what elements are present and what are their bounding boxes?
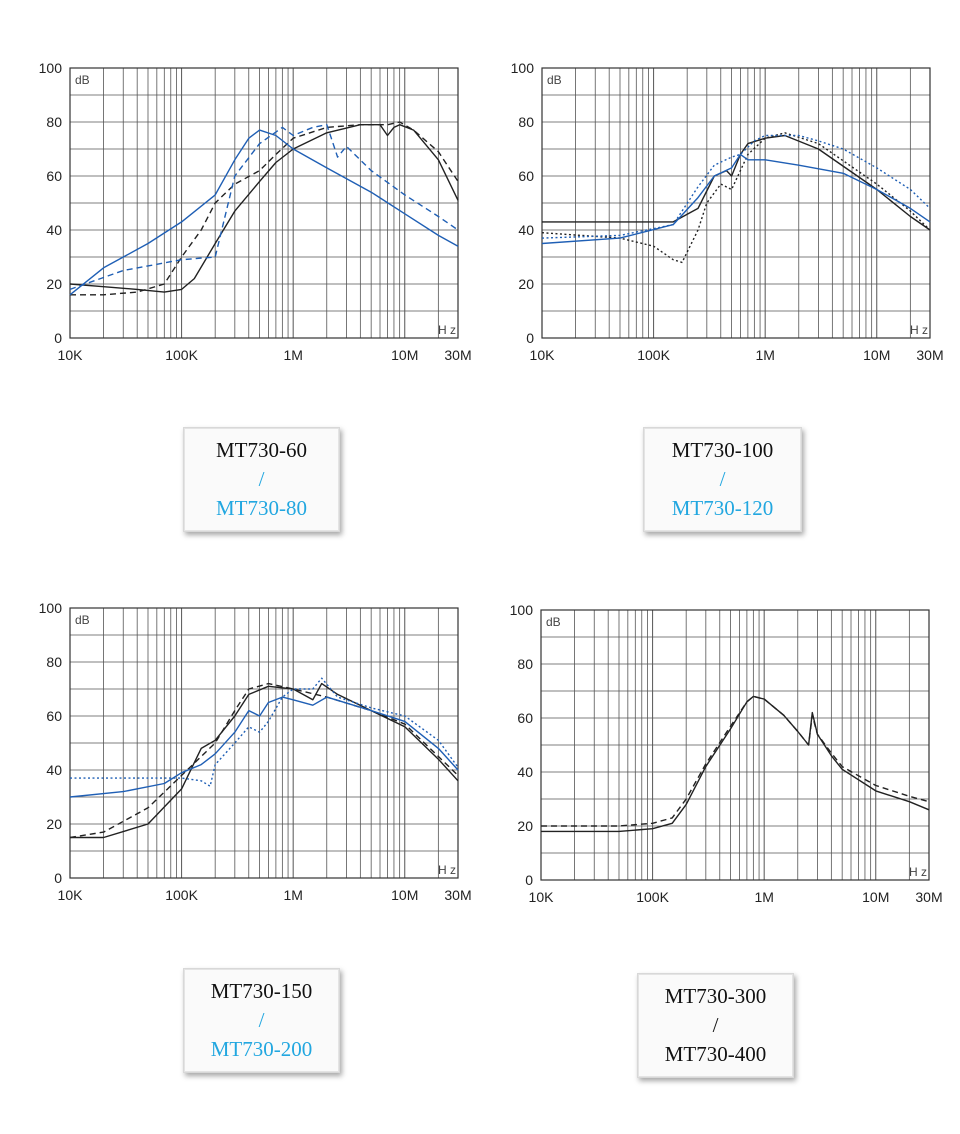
- x-unit-label: H z: [438, 323, 456, 337]
- y-tick-label: 100: [511, 60, 535, 76]
- y-tick-label: 80: [46, 114, 62, 130]
- model-name-top: MT730-300: [664, 984, 767, 1008]
- x-tick-label: 30M: [915, 889, 942, 905]
- series-line-blue-solid: [69, 696, 459, 798]
- y-tick-label: 0: [54, 330, 62, 346]
- x-tick-label: 30M: [916, 347, 943, 363]
- series-line-blue-solid: [541, 153, 931, 245]
- y-tick-label: 0: [526, 330, 534, 346]
- y-tick-label: 60: [518, 168, 534, 184]
- series-line-black-dash: [69, 682, 459, 839]
- y-tick-label: 100: [510, 602, 534, 618]
- x-tick-label: 10K: [530, 347, 556, 363]
- model-name-bottom: MT730-120: [671, 496, 774, 520]
- x-unit-label: H z: [438, 863, 456, 877]
- model-separator: /: [712, 1013, 719, 1037]
- y-unit-label: dB: [547, 73, 562, 87]
- plot-frame: [541, 67, 931, 339]
- x-tick-label: 1M: [283, 887, 302, 903]
- model-label-1: MT730-60 / MT730-80: [183, 427, 340, 532]
- model-name-bottom: MT730-400: [664, 1042, 767, 1066]
- x-tick-label: 10K: [529, 889, 555, 905]
- x-tick-label: 100K: [636, 889, 669, 905]
- y-tick-label: 100: [39, 60, 63, 76]
- y-unit-label: dB: [546, 615, 561, 629]
- y-tick-label: 20: [46, 276, 62, 292]
- model-label-3: MT730-150 / MT730-200: [183, 968, 340, 1073]
- plot-frame: [540, 609, 930, 881]
- x-tick-label: 30M: [444, 887, 471, 903]
- x-tick-label: 1M: [754, 889, 773, 905]
- chart-mt730-300-400: 0 20 40 60 80 100 10K 100K 1M 10M 30M dB H z: [510, 602, 943, 905]
- model-name-bottom: MT730-80: [216, 496, 307, 520]
- x-tick-label: 1M: [755, 347, 774, 363]
- series-line-black-dash: [70, 121, 459, 296]
- plot-frame: [69, 67, 459, 339]
- model-name-top: MT730-150: [210, 979, 313, 1003]
- x-tick-label: 10M: [863, 347, 890, 363]
- model-name-top: MT730-100: [671, 438, 774, 462]
- chart-mt730-150-200: 0 20 40 60 80 100 10K 100K 1M 10M 30M dB H z: [39, 600, 472, 903]
- y-unit-label: dB: [75, 613, 90, 627]
- chart-mt730-100-120: 0 20 40 60 80 100 10K 100K 1M 10M 30M dB H z: [511, 60, 944, 363]
- model-label-2: MT730-100 / MT730-120: [643, 427, 802, 532]
- series-line-black-dash: [541, 695, 930, 827]
- y-tick-label: 40: [517, 764, 533, 780]
- y-tick-label: 20: [517, 818, 533, 834]
- y-tick-label: 100: [39, 600, 63, 616]
- y-tick-label: 80: [518, 114, 534, 130]
- x-unit-label: H z: [909, 865, 927, 879]
- x-tick-label: 10M: [391, 347, 418, 363]
- series-line-blue-dot: [541, 134, 931, 239]
- x-tick-label: 10M: [862, 889, 889, 905]
- chart-mt730-60-80: 0 20 40 60 80 100 10K 100K 1M 10M 30M dB H z: [39, 60, 472, 363]
- model-separator: /: [719, 467, 726, 491]
- model-label-4: MT730-300 / MT730-400: [637, 973, 794, 1078]
- x-tick-label: 30M: [444, 347, 471, 363]
- series-line-blue-solid: [69, 129, 459, 296]
- y-tick-label: 60: [46, 708, 62, 724]
- y-tick-label: 60: [46, 168, 62, 184]
- model-separator: /: [258, 1008, 265, 1032]
- model-name-top: MT730-60: [216, 438, 307, 462]
- model-name-bottom: MT730-200: [210, 1037, 313, 1061]
- y-tick-label: 40: [518, 222, 534, 238]
- x-tick-label: 100K: [165, 347, 198, 363]
- y-tick-label: 40: [46, 762, 62, 778]
- series-line-black-dot: [541, 132, 931, 264]
- y-tick-label: 0: [525, 872, 533, 888]
- x-tick-label: 10K: [58, 347, 84, 363]
- y-tick-label: 80: [517, 656, 533, 672]
- series-line-black-solid: [70, 682, 459, 839]
- y-tick-label: 20: [46, 816, 62, 832]
- y-tick-label: 80: [46, 654, 62, 670]
- x-tick-label: 10M: [391, 887, 418, 903]
- model-separator: /: [258, 467, 265, 491]
- y-tick-label: 20: [518, 276, 534, 292]
- plot-frame: [69, 607, 459, 879]
- y-tick-label: 0: [54, 870, 62, 886]
- y-unit-label: dB: [75, 73, 90, 87]
- x-tick-label: 10K: [58, 887, 84, 903]
- x-unit-label: H z: [910, 323, 928, 337]
- series-line-black-solid: [69, 123, 459, 293]
- y-tick-label: 40: [46, 222, 62, 238]
- series-line-blue-dot: [70, 677, 459, 787]
- x-tick-label: 100K: [165, 887, 198, 903]
- x-tick-label: 100K: [637, 347, 670, 363]
- series-line-blue-dash: [69, 123, 459, 291]
- x-tick-label: 1M: [283, 347, 302, 363]
- y-tick-label: 60: [517, 710, 533, 726]
